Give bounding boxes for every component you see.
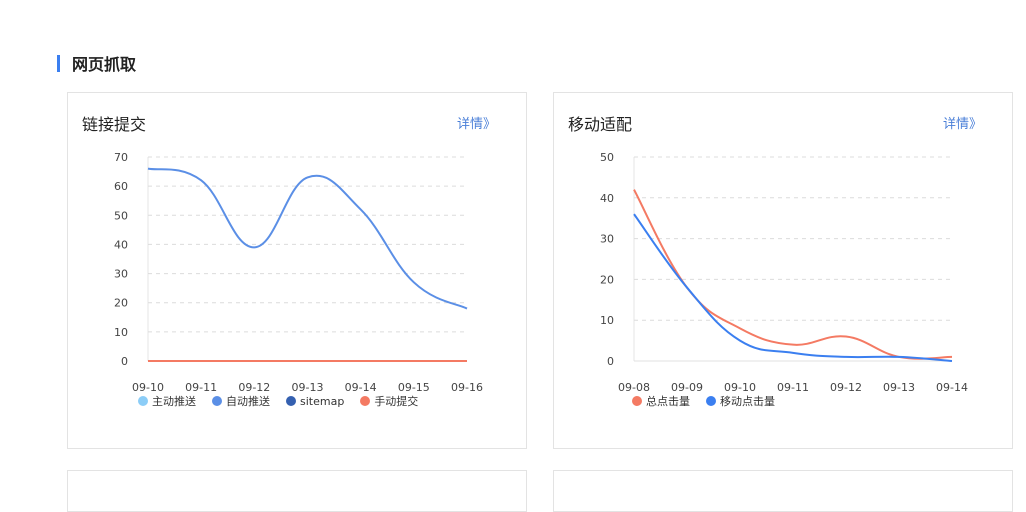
legend-dot-icon <box>286 396 296 406</box>
svg-text:20: 20 <box>600 273 614 286</box>
link-submit-card: 链接提交 详情》 0 10 20 30 40 50 60 70 09-10 09-11 09-12 0… <box>67 92 527 449</box>
chart-legend: 总点击量 移动点击量 <box>632 393 775 409</box>
legend-item[interactable]: 移动点击量 <box>706 393 775 409</box>
svg-text:09-12: 09-12 <box>238 381 270 393</box>
svg-text:09-13: 09-13 <box>292 381 324 393</box>
legend-item[interactable]: 手动提交 <box>360 393 418 409</box>
svg-text:09-08: 09-08 <box>618 381 650 393</box>
svg-text:09-13: 09-13 <box>883 381 915 393</box>
legend-dot-icon <box>706 396 716 406</box>
legend-item[interactable]: 总点击量 <box>632 393 690 409</box>
mobile-adapt-card: 移动适配 详情》 0 10 20 30 40 50 09-08 09-09 09-10 09-11… <box>553 92 1013 449</box>
svg-text:09-14: 09-14 <box>345 381 377 393</box>
mobile-adapt-chart: 0 10 20 30 40 50 09-08 09-09 09-10 09-11 09-12 09-1… <box>600 151 968 393</box>
section-title: 网页抓取 <box>72 55 137 74</box>
section-header: 网页抓取 <box>57 52 136 74</box>
section-accent-bar <box>57 54 60 72</box>
svg-text:09-15: 09-15 <box>398 381 430 393</box>
svg-text:09-10: 09-10 <box>132 381 164 393</box>
legend-label: 主动推送 <box>152 395 196 408</box>
link-submit-chart: 0 10 20 30 40 50 60 70 09-10 09-11 09-12 09-13 09-14… <box>114 151 483 393</box>
details-link[interactable]: 详情》 <box>456 117 496 132</box>
legend-dot-icon <box>138 396 148 406</box>
legend-label: 总点击量 <box>646 395 690 408</box>
legend-item[interactable]: 自动推送 <box>212 393 270 409</box>
legend-dot-icon <box>212 396 222 406</box>
svg-text:30: 30 <box>600 233 614 246</box>
legend-label: sitemap <box>300 394 345 408</box>
legend-label: 自动推送 <box>226 395 270 408</box>
svg-text:09-11: 09-11 <box>185 381 217 393</box>
svg-text:09-12: 09-12 <box>830 381 862 393</box>
legend-dot-icon <box>360 396 371 406</box>
next-card-left <box>67 470 527 512</box>
svg-text:50: 50 <box>114 209 128 222</box>
svg-text:0: 0 <box>121 355 128 368</box>
svg-text:09-14: 09-14 <box>936 381 968 393</box>
svg-text:30: 30 <box>114 268 128 281</box>
svg-text:09-11: 09-11 <box>777 381 809 393</box>
svg-text:70: 70 <box>114 151 128 164</box>
legend-item[interactable]: sitemap <box>286 393 344 409</box>
legend-label: 手动提交 <box>374 395 419 408</box>
chart-legend: 主动推送 自动推送 sitemap 手动提交 <box>138 393 418 409</box>
svg-text:20: 20 <box>114 297 128 310</box>
svg-text:10: 10 <box>600 314 614 327</box>
legend-item[interactable]: 主动推送 <box>138 393 196 409</box>
legend-dot-icon <box>632 396 642 406</box>
svg-text:09-10: 09-10 <box>724 381 756 393</box>
svg-text:60: 60 <box>114 180 128 193</box>
svg-text:40: 40 <box>114 238 128 251</box>
svg-text:09-09: 09-09 <box>671 381 703 393</box>
card-title: 链接提交 <box>82 115 147 134</box>
svg-text:0: 0 <box>607 355 614 368</box>
next-card-right <box>553 470 1013 512</box>
svg-text:10: 10 <box>114 326 128 339</box>
details-link[interactable]: 详情》 <box>942 117 982 132</box>
card-title: 移动适配 <box>568 115 633 134</box>
svg-text:40: 40 <box>600 192 614 205</box>
svg-text:09-16: 09-16 <box>451 381 483 393</box>
svg-text:50: 50 <box>600 151 614 164</box>
legend-label: 移动点击量 <box>720 395 775 408</box>
